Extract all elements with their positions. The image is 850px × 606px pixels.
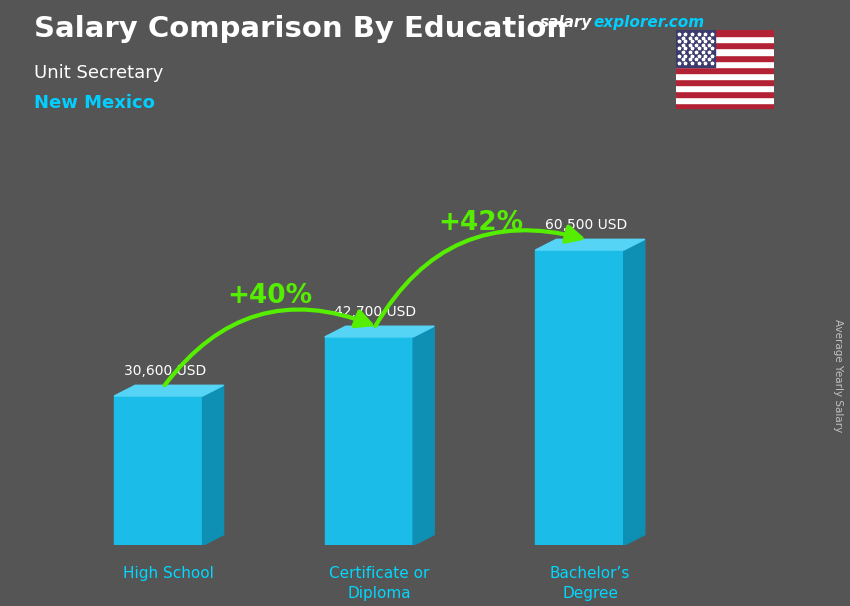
Bar [676, 30, 715, 67]
Text: +42%: +42% [438, 210, 523, 236]
Text: 30,600 USD: 30,600 USD [123, 364, 206, 378]
Text: 42,700 USD: 42,700 USD [334, 305, 416, 319]
Polygon shape [202, 385, 224, 545]
Text: Average Yearly Salary: Average Yearly Salary [833, 319, 843, 432]
Bar [676, 48, 774, 55]
Polygon shape [413, 326, 434, 545]
Text: .com: .com [663, 15, 704, 30]
Bar [676, 55, 774, 61]
Text: salary: salary [540, 15, 592, 30]
Text: +40%: +40% [228, 283, 313, 309]
Polygon shape [536, 239, 645, 250]
Bar [676, 103, 774, 109]
Bar [676, 79, 774, 85]
Polygon shape [114, 396, 202, 545]
Bar [676, 97, 774, 103]
Polygon shape [624, 239, 645, 545]
Text: 60,500 USD: 60,500 USD [545, 218, 627, 232]
Text: explorer: explorer [593, 15, 666, 30]
Polygon shape [114, 385, 224, 396]
Text: Certificate or
Diploma: Certificate or Diploma [329, 567, 429, 601]
Text: High School: High School [123, 567, 214, 582]
Polygon shape [325, 326, 434, 337]
Bar [676, 30, 774, 36]
Bar [676, 91, 774, 97]
Polygon shape [536, 250, 624, 545]
Polygon shape [325, 337, 413, 545]
Bar [676, 67, 774, 73]
Text: Bachelor’s
Degree: Bachelor’s Degree [550, 567, 630, 601]
Text: Unit Secretary: Unit Secretary [34, 64, 163, 82]
Text: Salary Comparison By Education: Salary Comparison By Education [34, 15, 567, 43]
Bar [676, 42, 774, 48]
Text: New Mexico: New Mexico [34, 94, 155, 112]
Bar [676, 36, 774, 42]
Bar [676, 85, 774, 91]
Bar [676, 61, 774, 67]
Bar [676, 73, 774, 79]
